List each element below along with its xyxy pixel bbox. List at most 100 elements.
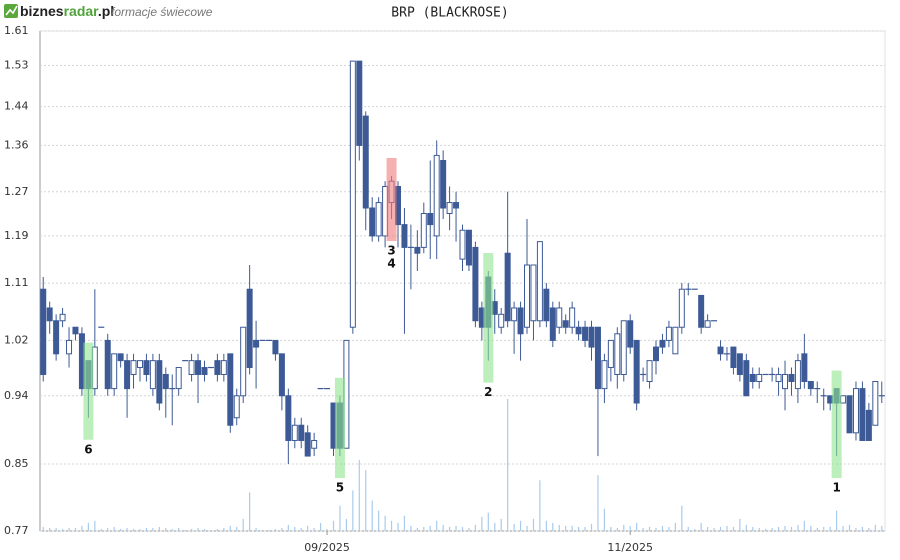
volume-bar [229,525,231,531]
candle-body [472,246,479,322]
candle-body [511,307,518,322]
pattern-highlight [83,342,94,440]
candle-body [601,360,608,390]
volume-bar [61,528,64,531]
volume-bar [861,526,864,531]
volume-bar [171,528,173,531]
pattern-highlight [831,370,842,479]
volume-bar [120,528,122,531]
volume-bar [674,522,676,531]
volume-bar [745,524,747,531]
candle-body [40,288,47,375]
volume-bar [42,526,44,531]
volume-bar [803,520,805,531]
volume-bar [668,526,670,531]
candle-body [446,202,453,214]
logo-icon-line [5,5,18,16]
candle-body [562,320,569,328]
volume-bar [352,490,354,531]
y-tick-label: 1.53 [4,59,29,72]
volume-bar [616,527,618,531]
candle-body [375,202,382,237]
volume-bar [178,527,180,531]
candle-body [278,353,285,397]
volume-bar [81,525,83,531]
candle-body [698,294,705,328]
volume-bar [752,526,754,531]
volume-bar [526,525,528,531]
pattern-label: 6 [84,442,92,456]
volume-bar [145,527,148,531]
volume-bar [790,526,793,531]
candle-body [627,320,634,348]
volume-bar [203,528,206,531]
volume-bar [442,524,444,531]
volume-bar [494,522,496,531]
volume-bar [771,527,773,531]
candle-body [575,326,582,335]
y-tick-label: 1.36 [4,138,29,151]
y-tick-label: 0.94 [4,389,29,402]
volume-bar [881,525,883,531]
volume-bar [623,524,625,531]
volume-bar [216,528,218,531]
volume-bar [455,525,457,531]
volume-bar [700,522,702,531]
volume-bar [384,515,386,531]
volume-bar [468,527,470,531]
volume-bar [261,529,264,531]
volume-bar [842,525,844,531]
pattern-highlight [386,157,397,242]
volume-bar [139,528,141,531]
candle-body [427,212,434,226]
volume-bar [532,518,535,531]
logo-accent: radar [64,3,100,19]
volume-bar [681,505,683,531]
candle-body [588,326,595,348]
candle-body [66,339,73,355]
volume-bar [565,525,567,531]
volume-bar [784,525,786,531]
volume-bar [107,527,109,531]
volume-bar [848,524,851,531]
volume-bar [210,529,212,531]
volume-bar [610,526,612,531]
volume-bar [661,525,664,531]
volume-bar [707,526,709,531]
volume-bar [558,524,560,531]
volume-bar [829,526,831,531]
volume-bar [590,523,593,531]
y-tick-label: 1.11 [4,276,29,289]
y-tick-label: 0.77 [4,524,29,537]
volume-bar [448,526,451,531]
volume-bar [461,526,464,531]
volume-bar [126,527,128,531]
logo[interactable]: biznesradar.pl [4,3,114,19]
volume-bar [513,523,515,531]
candle-body [59,313,66,322]
volume-bar [249,492,251,531]
candle-body [298,424,305,441]
volume-bar [255,527,257,531]
candle-body [272,339,279,355]
volume-bar [429,525,431,531]
candle-body [401,224,408,248]
volume-bar [519,520,522,531]
y-tick-label: 1.61 [4,24,29,37]
volume-bar [416,527,418,531]
candle-body [311,439,318,449]
volume-bar [797,524,799,531]
volume-bar [197,527,199,531]
candle-body [453,202,460,209]
candle-body [788,373,795,382]
candle-body [794,360,801,390]
volume-bar [319,522,322,531]
volume-bar [874,524,876,531]
volume-bar [481,516,483,531]
candle-body [582,326,589,341]
volume-bar [345,518,347,531]
candle-body [659,339,666,348]
candle-body [749,373,756,382]
